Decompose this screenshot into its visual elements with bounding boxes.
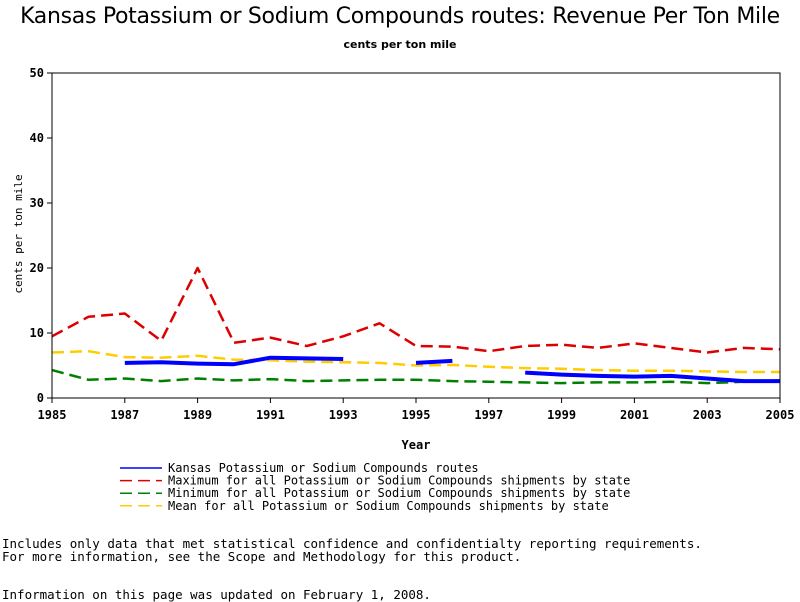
axis-layer: 0 10 20 30 40 50 1985 1987 1989 1991 1993 1995 1997 1… [30,66,795,422]
y-tick-label: 0 [37,391,44,405]
series-line-0 [525,370,780,384]
plot-frame [51,72,781,399]
x-tick-label: 1989 [183,408,212,422]
series-line-0 [415,358,453,365]
y-axis-label: cents per ton mile [12,174,25,293]
x-tick-label: 1985 [38,408,67,422]
legend: Kansas Potassium or Sodium Compounds rou… [120,461,630,513]
y-tick-label: 10 [30,326,44,340]
x-tick-label: 2001 [620,408,649,422]
series-line-2 [51,368,781,385]
y-tick-label: 40 [30,131,44,145]
y-tick-label: 30 [30,196,44,210]
x-tick-label: 1999 [547,408,576,422]
confidence-note: Includes only data that met statistical … [2,536,702,551]
series-line-0 [124,355,344,367]
series-line-3 [51,349,780,374]
update-note: Information on this page was updated on … [2,587,431,602]
legend-label-1: Maximum for all Potassium or Sodium Comp… [168,474,630,488]
legend-label-2: Minimum for all Potassium or Sodium Comp… [168,486,630,500]
chart-title: Kansas Potassium or Sodium Compounds rou… [20,4,780,29]
x-tick-label: 1995 [402,408,431,422]
y-tick-label: 50 [30,66,44,80]
x-tick-label: 1997 [474,408,503,422]
chart-subtitle: cents per ton mile [343,38,457,51]
x-tick-label: 1993 [329,408,358,422]
x-tick-label: 1991 [256,408,285,422]
x-tick-label: 1987 [110,408,139,422]
legend-label-0: Kansas Potassium or Sodium Compounds rou… [168,461,479,475]
series-layer [51,266,781,385]
y-tick-label: 20 [30,261,44,275]
x-tick-label: 2005 [766,408,795,422]
methodology-note: For more information, see the Scope and … [2,549,522,564]
x-axis-label: Year [402,438,431,452]
legend-label-3: Mean for all Potassium or Sodium Compoun… [168,499,609,513]
series-line-1 [51,266,781,354]
x-tick-label: 2003 [693,408,722,422]
